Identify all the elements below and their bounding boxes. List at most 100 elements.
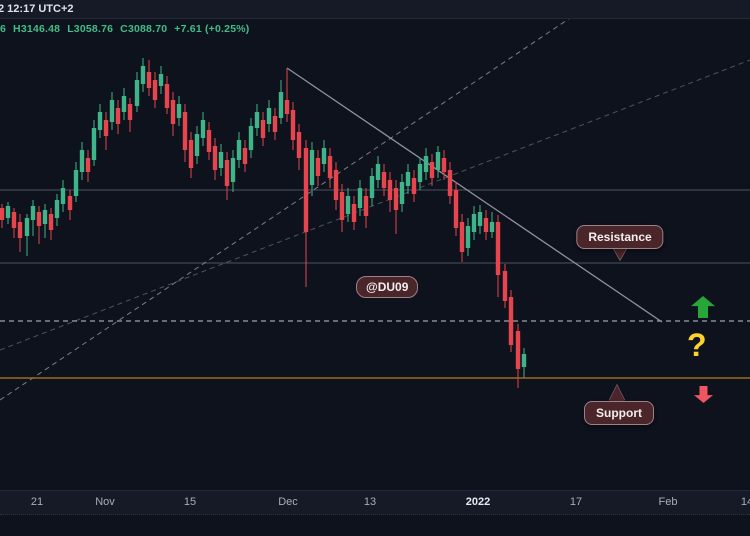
candle xyxy=(60,180,66,212)
candle xyxy=(363,188,369,228)
candle xyxy=(11,208,17,238)
candle xyxy=(435,146,441,178)
candle xyxy=(79,142,85,180)
candle xyxy=(182,104,188,162)
candle xyxy=(97,104,103,138)
candle xyxy=(42,204,48,238)
candle xyxy=(158,66,164,94)
candle xyxy=(477,205,483,234)
candle xyxy=(67,190,73,220)
axis-label-dec: Dec xyxy=(278,496,298,508)
candle xyxy=(248,118,254,158)
candle xyxy=(73,162,79,202)
candle xyxy=(266,100,272,132)
candle xyxy=(315,150,321,186)
candle xyxy=(230,150,236,192)
candle xyxy=(459,214,465,262)
ohlc-legend: 6 H3146.48 L3058.76 C3088.70 +7.61 (+0.25%) xyxy=(0,23,256,35)
ohlc-open-fragment: 6 xyxy=(0,23,7,35)
candle xyxy=(405,164,411,194)
candle xyxy=(296,124,302,170)
candle xyxy=(188,132,194,178)
candle xyxy=(387,172,393,212)
candle xyxy=(345,188,351,222)
candle xyxy=(495,215,501,297)
candle xyxy=(357,180,363,216)
resistance-callout[interactable]: Resistance xyxy=(576,225,664,249)
candle xyxy=(441,150,447,180)
candle xyxy=(140,58,146,92)
candle xyxy=(502,264,508,308)
axis-label-21: 21 xyxy=(30,496,44,508)
ohlc-close: C3088.70 xyxy=(120,23,168,35)
candle xyxy=(127,98,133,132)
candle xyxy=(508,290,514,352)
candle xyxy=(272,108,278,140)
candle xyxy=(5,202,11,224)
candle xyxy=(369,168,375,206)
candle xyxy=(206,122,212,160)
axis-label-nov: Nov xyxy=(95,496,115,508)
mention-pill-label: @DU09 xyxy=(366,280,409,294)
candle xyxy=(351,196,357,230)
candle xyxy=(152,72,158,108)
candle xyxy=(48,208,54,240)
descending-resistance-trendline[interactable] xyxy=(286,67,663,323)
candle xyxy=(483,210,489,240)
resistance-callout-tail xyxy=(612,246,628,260)
axis-label-14: 14 xyxy=(740,496,750,508)
ascending-trendline-steep[interactable] xyxy=(0,0,598,401)
axis-label-2022: 2022 xyxy=(465,496,491,508)
support-callout-tail xyxy=(609,385,625,401)
candle xyxy=(447,162,453,204)
candle xyxy=(54,194,60,226)
candle xyxy=(321,140,327,172)
candle xyxy=(260,112,266,146)
axis-label-feb: Feb xyxy=(658,496,678,508)
candle xyxy=(164,76,170,114)
candle xyxy=(465,218,471,256)
axis-label-17: 17 xyxy=(569,496,583,508)
support-callout-label: Support xyxy=(596,406,642,420)
time-axis[interactable]: 21 Nov 15 Dec 13 2022 17 Feb 14 xyxy=(0,490,750,515)
candle xyxy=(170,92,176,136)
candle xyxy=(471,206,477,240)
bottom-strip xyxy=(0,514,750,536)
support-callout[interactable]: Support xyxy=(584,401,654,425)
question-mark-drawing[interactable]: ? xyxy=(687,327,707,363)
candle xyxy=(254,104,260,136)
candle xyxy=(24,214,30,256)
candle xyxy=(423,148,429,180)
ohlc-change: +7.61 (+0.25%) xyxy=(174,23,250,35)
candle xyxy=(375,156,381,188)
candle xyxy=(399,174,405,212)
candle xyxy=(200,112,206,146)
clock-label: 2 12:17 UTC+2 xyxy=(0,3,74,15)
mention-pill[interactable]: @DU09 xyxy=(356,276,419,298)
candle xyxy=(242,140,248,172)
candle xyxy=(109,92,115,130)
candle xyxy=(284,68,290,122)
candle xyxy=(91,120,97,166)
top-toolbar: 2 12:17 UTC+2 xyxy=(0,0,750,19)
candle xyxy=(115,100,121,134)
ascending-trendline-shallow[interactable] xyxy=(0,59,750,351)
candle xyxy=(339,184,345,232)
candle xyxy=(212,138,218,180)
candle xyxy=(121,88,127,120)
axis-label-15: 15 xyxy=(183,496,197,508)
candle xyxy=(521,348,527,378)
candle xyxy=(278,80,284,124)
candle xyxy=(381,164,387,196)
candle xyxy=(327,148,333,188)
candle xyxy=(417,158,423,190)
axis-label-13: 13 xyxy=(363,496,377,508)
candle xyxy=(393,180,399,234)
ohlc-low: L3058.76 xyxy=(67,23,114,35)
candle xyxy=(453,182,459,236)
ohlc-high: H3146.48 xyxy=(13,23,61,35)
candle xyxy=(176,96,182,126)
candle xyxy=(85,150,91,182)
candle xyxy=(17,214,23,252)
candle xyxy=(236,132,242,168)
